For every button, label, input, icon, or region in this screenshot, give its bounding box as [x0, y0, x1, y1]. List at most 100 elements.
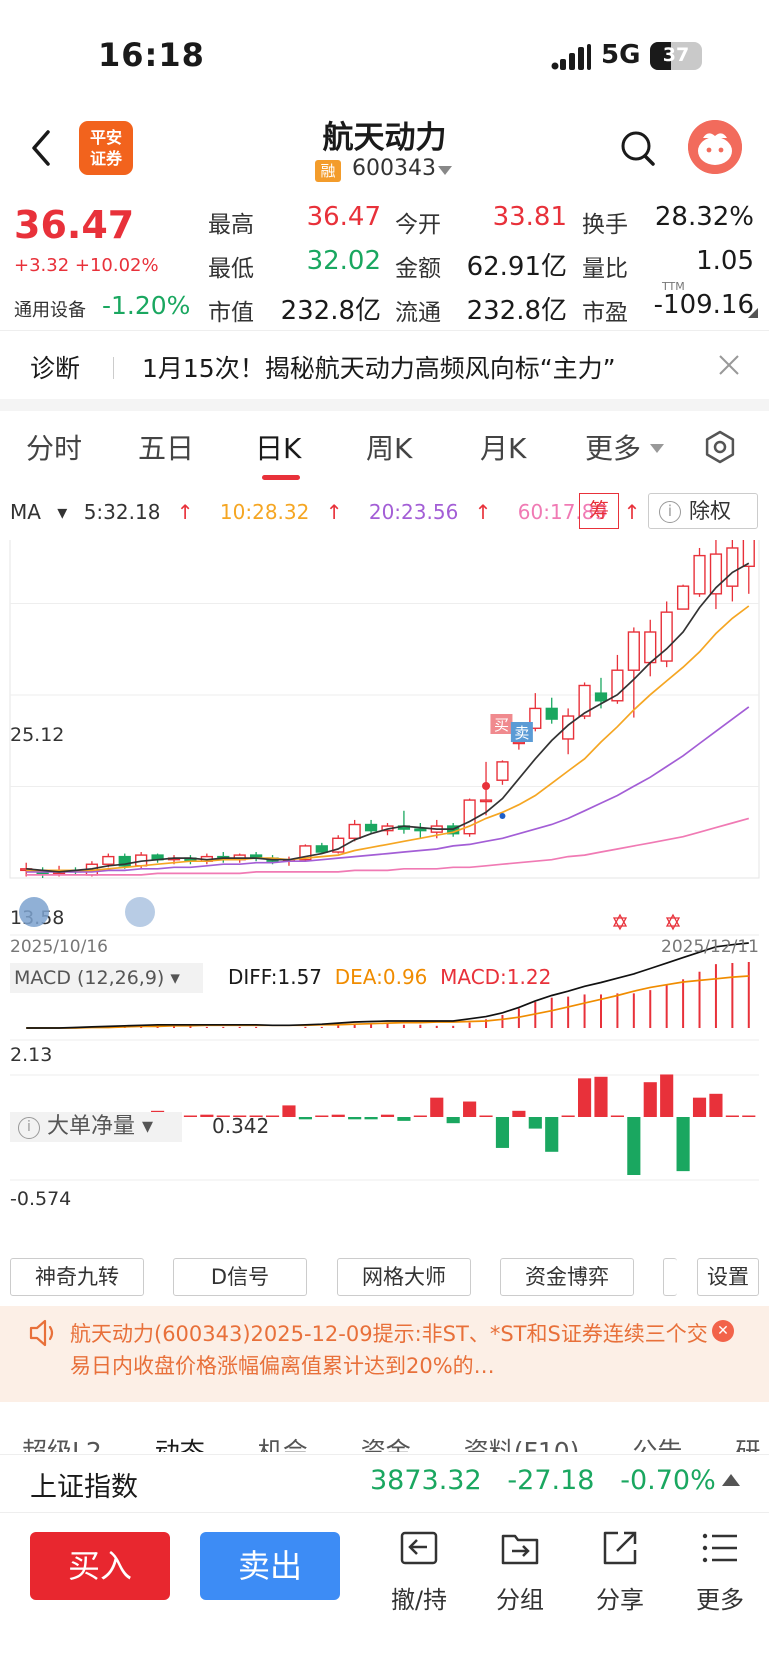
tab-f10[interactable]: 资料(F10): [463, 1437, 580, 1452]
bigorder-bar: [430, 1097, 444, 1117]
candlestick-series: [20, 540, 755, 878]
close-icon[interactable]: [716, 352, 742, 378]
bigorder-bar: [676, 1117, 690, 1172]
candle: [644, 619, 657, 677]
macd-selector[interactable]: MACD (12,26,9) ▾: [10, 963, 203, 993]
candle: [151, 853, 164, 863]
tab-research[interactable]: 研: [735, 1437, 761, 1452]
tool-nine-turns[interactable]: 神奇九转: [10, 1258, 144, 1296]
active-tab-indicator: [262, 475, 300, 480]
bigorder-bar: [364, 1117, 378, 1120]
bigorder-bar: [446, 1117, 460, 1124]
bigorder-bar: [249, 1115, 263, 1117]
tool-settings[interactable]: 设置: [697, 1258, 759, 1296]
tool-d-signal[interactable]: D信号: [173, 1258, 307, 1296]
macd-value: MACD:1.22: [440, 965, 552, 989]
candle: [676, 584, 690, 610]
bigorder-bar: [265, 1115, 280, 1117]
tab-monthly-k[interactable]: 月K: [480, 432, 527, 465]
tool-grid-master[interactable]: 网格大师: [337, 1258, 471, 1296]
diagnosis-text[interactable]: 1月15次！揭秘航天动力高频风向标“主力”: [142, 354, 616, 383]
tab-more[interactable]: 更多: [585, 432, 642, 465]
index-change: -27.18: [507, 1465, 595, 1496]
folder-icon[interactable]: [500, 1528, 540, 1568]
bigorder-bar: [479, 1115, 493, 1117]
tab-super-l2[interactable]: 超级L2: [22, 1437, 102, 1452]
info-icon: i: [18, 1117, 40, 1139]
logo-line-2: 证券: [89, 149, 122, 168]
big-order-selector[interactable]: i 大单净量 ▾: [10, 1112, 182, 1142]
candle: [726, 540, 739, 602]
tool-partial[interactable]: [663, 1258, 677, 1296]
share-label[interactable]: 分享: [596, 1586, 644, 1614]
back-icon[interactable]: [26, 126, 56, 170]
candle: [545, 697, 558, 724]
candle-body: [545, 707, 558, 720]
candle: [562, 708, 575, 755]
candle: [529, 693, 542, 732]
candle-body: [414, 828, 427, 832]
tool-fund-game[interactable]: 资金博弈: [500, 1258, 634, 1296]
close-icon[interactable]: ✕: [712, 1320, 734, 1342]
chevron-down-icon[interactable]: [438, 166, 452, 175]
candle: [742, 540, 755, 594]
bigorder-bar: [725, 1115, 739, 1117]
buy-button[interactable]: 买入: [30, 1532, 170, 1600]
tab-daily-k[interactable]: 日K: [255, 432, 302, 465]
stock-chart[interactable]: 36.7025.1236.4713.582025/10/162025/12/11…: [0, 540, 769, 1250]
speaker-icon: [29, 1319, 54, 1347]
tab-intraday[interactable]: 分时: [26, 432, 83, 465]
turnover-value: 28.32%: [654, 202, 754, 232]
big-order-label: 大单净量: [47, 1114, 136, 1139]
tab-opportunity[interactable]: 机会: [257, 1437, 308, 1452]
open-label: 今开: [395, 212, 441, 238]
withdraw-icon[interactable]: [399, 1528, 439, 1568]
float-cap-label: 流通: [395, 300, 441, 326]
expand-corner-icon[interactable]: [748, 308, 758, 318]
bigorder-bar: [742, 1115, 756, 1117]
index-name[interactable]: 上证指数: [30, 1472, 138, 1503]
ma10-line: [26, 605, 750, 872]
chevron-down-icon[interactable]: [650, 444, 664, 453]
sell-button[interactable]: 卖出: [200, 1532, 340, 1600]
search-icon[interactable]: [618, 128, 658, 168]
ma10-value: 10:28.32 ↑: [219, 500, 343, 524]
candle: [496, 760, 509, 785]
candle: [611, 654, 624, 704]
group-label[interactable]: 分组: [496, 1586, 544, 1614]
tab-five-day[interactable]: 五日: [138, 432, 195, 465]
index-bar[interactable]: [0, 1454, 769, 1510]
diagnosis-label[interactable]: 诊断: [30, 354, 81, 383]
more-label[interactable]: 更多: [696, 1586, 744, 1614]
share-icon[interactable]: [600, 1528, 640, 1568]
chip-distribution-button[interactable]: 筹: [579, 493, 619, 529]
ma-label[interactable]: MA ▾: [10, 500, 68, 524]
assistant-avatar[interactable]: [688, 120, 742, 174]
sell-marker: 卖: [514, 724, 529, 742]
chevron-up-icon[interactable]: [722, 1474, 740, 1486]
ex-rights-label: 除权: [689, 499, 731, 523]
pe-ttm-tag: TTM: [662, 280, 685, 293]
menu-icon[interactable]: [700, 1528, 740, 1568]
sector-change[interactable]: -1.20%: [102, 291, 191, 320]
candle-body: [726, 547, 739, 587]
tab-news[interactable]: 动态: [154, 1437, 205, 1452]
ex-rights-button[interactable]: i 除权: [648, 493, 758, 529]
stock-code[interactable]: 600343: [352, 156, 436, 181]
candle: [364, 819, 378, 834]
withdraw-label[interactable]: 撤/持: [390, 1586, 448, 1614]
bigorder-y-label: -0.574: [10, 1188, 71, 1210]
notice-text[interactable]: 航天动力(600343)2025-12-09提示:非ST、*ST和S证券连续三个…: [70, 1322, 708, 1378]
bigorder-bar: [545, 1117, 559, 1152]
tab-funds[interactable]: 资金: [360, 1437, 411, 1452]
candle-body: [594, 692, 608, 702]
tab-weekly-k[interactable]: 周K: [366, 432, 413, 465]
sector-name[interactable]: 通用设备: [14, 300, 86, 321]
candle: [693, 547, 706, 597]
gear-icon[interactable]: [702, 429, 738, 465]
candle-body: [348, 823, 361, 839]
notice-banner[interactable]: [0, 1306, 769, 1402]
candle-body: [742, 540, 755, 568]
bigorder-bar: [331, 1114, 345, 1117]
tab-announcement[interactable]: 公告: [632, 1437, 683, 1452]
